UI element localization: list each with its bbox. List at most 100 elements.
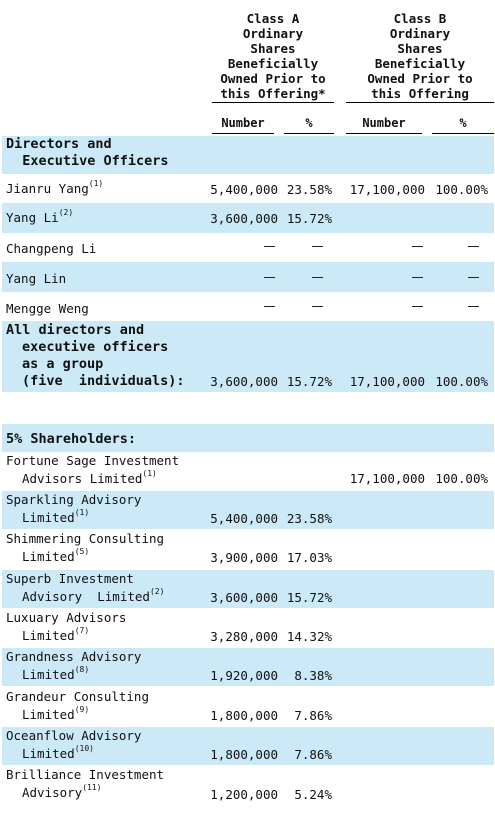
class-b-number: 17,100,000 <box>349 182 425 197</box>
table-row: Changpeng Li <box>2 233 494 262</box>
table-row: Luxuary Advisors Limited(7) 3,280,000 14… <box>2 609 494 647</box>
class-a-percent-header: % <box>305 116 313 130</box>
class-a-number: 3,900,000 <box>210 550 278 565</box>
class-b-rule <box>346 102 494 103</box>
footnote-ref: (11) <box>82 783 102 792</box>
holder-name-line: Oceanflow Advisory <box>6 728 142 743</box>
percent-rule-b <box>432 133 494 134</box>
total-label-line: executive officers <box>22 339 169 355</box>
footnote-ref: (2) <box>149 587 165 596</box>
class-a-percent: 14.32% <box>286 629 332 644</box>
section-label: 5% Shareholders: <box>6 431 137 447</box>
footnote-ref: (1) <box>142 469 157 478</box>
class-a-percent: 5.24% <box>294 787 332 802</box>
holder-name-line: Sparkling Advisory <box>6 492 142 507</box>
class-a-header: Class A Ordinary Shares Beneficially Own… <box>220 11 326 101</box>
footnote-ref: (7) <box>74 626 90 635</box>
class-b-number-header: Number <box>362 116 406 130</box>
class-a-percent: 23.58% <box>286 511 332 526</box>
class-b-percent: 100.00% <box>435 471 488 486</box>
class-a-percent: 15.72% <box>286 211 332 226</box>
number-rule-a <box>212 133 274 134</box>
total-label-line: as a group <box>22 356 104 372</box>
holder-name-line: Shimmering Consulting <box>6 531 165 546</box>
class-a-percent-dash <box>312 246 323 247</box>
footnote-ref: (9) <box>74 705 90 714</box>
class-a-number: 3,280,000 <box>210 629 278 644</box>
holder-name-line: Limited(7) <box>22 626 90 643</box>
table-row-total: All directors and executive officers as … <box>2 321 494 392</box>
total-label-line: (five individuals): <box>22 373 185 389</box>
holder-name-line: Limited(10) <box>22 744 94 761</box>
holder-name: Mengge Weng <box>6 301 89 316</box>
class-a-percent: 15.72% <box>286 590 332 605</box>
class-a-number: 3,600,000 <box>210 211 278 226</box>
table-row: Grandness Advisory Limited(8) 1,920,000 … <box>2 648 494 686</box>
holder-name: Yang Li(2) <box>6 208 74 225</box>
section-shareholders: 5% Shareholders: <box>2 424 494 452</box>
table-row: Grandeur Consulting Limited(9) 1,800,000… <box>2 688 494 726</box>
holder-name-line: Fortune Sage Investment <box>6 453 180 468</box>
table-row: Brilliance Investment Advisory(11) 1,200… <box>2 766 494 806</box>
footnote-ref: (1) <box>88 179 104 188</box>
table-row: Superb Investment Advisory Limited(2) 3,… <box>2 570 494 608</box>
holder-name-line: Limited(5) <box>22 547 90 564</box>
table-row: Yang Lin <box>2 262 494 292</box>
class-b-percent-dash <box>468 246 479 247</box>
table-row: Fortune Sage Investment Advisors Limited… <box>2 452 494 490</box>
class-a-number-dash <box>264 277 275 278</box>
class-b-number-dash <box>412 306 423 307</box>
holder-name: Changpeng Li <box>6 241 97 256</box>
class-a-number: 5,400,000 <box>210 182 278 197</box>
class-a-percent-dash <box>312 277 323 278</box>
class-b-number-dash <box>412 246 423 247</box>
holder-name-line: Advisory Limited(2) <box>22 587 165 604</box>
percent-rule-a <box>284 133 334 134</box>
holder-name-line: Advisors Limited(1) <box>22 469 157 486</box>
class-b-percent: 100.00% <box>435 374 488 389</box>
section-directors: Directors and Executive Officers <box>2 136 494 174</box>
class-b-percent-dash <box>468 306 479 307</box>
class-a-number: 1,920,000 <box>210 668 278 683</box>
table-row: Mengge Weng <box>2 292 494 321</box>
total-label-line: All directors and <box>6 322 145 338</box>
class-b-number: 17,100,000 <box>349 471 425 486</box>
table-row: Sparkling Advisory Limited(1) 5,400,000 … <box>2 491 494 529</box>
footnote-ref: (8) <box>74 665 90 674</box>
class-a-number: 3,600,000 <box>210 590 278 605</box>
class-b-number-dash <box>412 277 423 278</box>
holder-name: Jianru Yang(1) <box>6 179 104 196</box>
class-a-percent: 8.38% <box>294 668 332 683</box>
class-a-number: 1,200,000 <box>210 787 278 802</box>
footnote-ref: (2) <box>58 208 74 217</box>
class-a-number: 1,800,000 <box>210 747 278 762</box>
holder-name-line: Luxuary Advisors <box>6 610 127 625</box>
class-a-percent: 7.86% <box>294 708 332 723</box>
class-a-number: 1,800,000 <box>210 708 278 723</box>
footnote-ref: (10) <box>74 744 94 753</box>
holder-name-line: Limited(9) <box>22 705 90 722</box>
class-a-number-header: Number <box>221 116 265 130</box>
holder-name-line: Superb Investment <box>6 571 134 586</box>
holder-name-line: Advisory(11) <box>22 783 102 800</box>
holder-name-line: Limited(1) <box>22 508 90 525</box>
footnote-ref: (5) <box>74 547 90 556</box>
class-a-rule <box>212 102 334 103</box>
class-b-percent: 100.00% <box>435 182 488 197</box>
table-row: Oceanflow Advisory Limited(10) 1,800,000… <box>2 727 494 765</box>
number-rule-b <box>346 133 422 134</box>
class-b-number: 17,100,000 <box>349 374 425 389</box>
class-a-number-dash <box>264 306 275 307</box>
class-a-percent-dash <box>312 306 323 307</box>
class-a-percent: 17.03% <box>286 550 332 565</box>
holder-name: Yang Lin <box>6 271 67 286</box>
class-a-percent: 15.72% <box>286 374 332 389</box>
class-a-number: 5,400,000 <box>210 511 278 526</box>
table-row: Jianru Yang(1) 5,400,000 23.58% 17,100,0… <box>2 174 494 203</box>
table-row: Shimmering Consulting Limited(5) 3,900,0… <box>2 530 494 568</box>
holder-name-line: Grandness Advisory <box>6 649 142 664</box>
class-a-percent: 7.86% <box>294 747 332 762</box>
class-a-number-dash <box>264 246 275 247</box>
class-b-header: Class B Ordinary Shares Beneficially Own… <box>367 11 473 101</box>
